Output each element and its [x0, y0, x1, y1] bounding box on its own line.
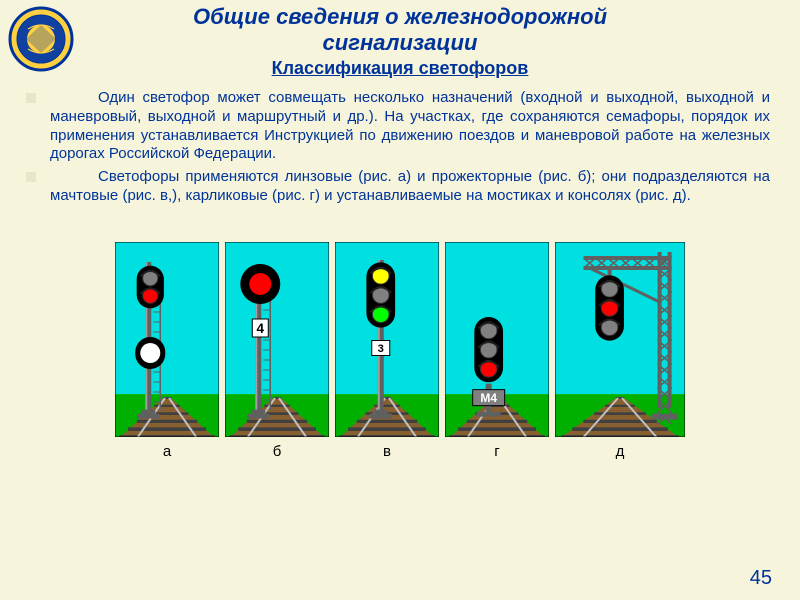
svg-text:М4: М4	[480, 391, 497, 405]
bullet-icon	[26, 172, 36, 182]
signal-gantry	[555, 242, 685, 437]
figure-label-c: в	[335, 443, 439, 460]
signal-searchlight-mast: 4	[225, 242, 329, 437]
body-text: Один светофор может совмещать несколько …	[0, 79, 800, 206]
paragraph-2: Светофоры применяются линзовые (рис. а) …	[50, 168, 770, 206]
figure-b: 4 б	[225, 242, 329, 460]
figure-label-a: а	[115, 443, 219, 460]
figure-d: М4 г	[445, 242, 549, 460]
bullet-icon	[26, 93, 36, 103]
title-block: Общие сведения о железнодорожной сигнали…	[0, 0, 800, 79]
figure-label-d: г	[445, 443, 549, 460]
svg-text:4: 4	[257, 321, 265, 336]
figure-c: 3 в	[335, 242, 439, 460]
page-number: 45	[750, 567, 772, 590]
signal-dwarf: М4	[445, 242, 549, 437]
svg-text:3: 3	[378, 343, 384, 355]
page-title-line1: Общие сведения о железнодорожной	[0, 4, 800, 30]
figure-e: д	[555, 242, 685, 460]
paragraph-1: Один светофор может совмещать несколько …	[50, 89, 770, 164]
figure-a: а	[115, 242, 219, 460]
signal-lens-mast	[115, 242, 219, 437]
emblem-logo	[8, 6, 74, 72]
page-title-line2: сигнализации	[0, 30, 800, 56]
figure-label-b: б	[225, 443, 329, 460]
page-subtitle: Классификация светофоров	[0, 58, 800, 79]
figure-label-e: д	[555, 443, 685, 460]
signal-mast-3lens: 3	[335, 242, 439, 437]
figures-row: а 4 б 3 в М4 г д	[0, 242, 800, 460]
